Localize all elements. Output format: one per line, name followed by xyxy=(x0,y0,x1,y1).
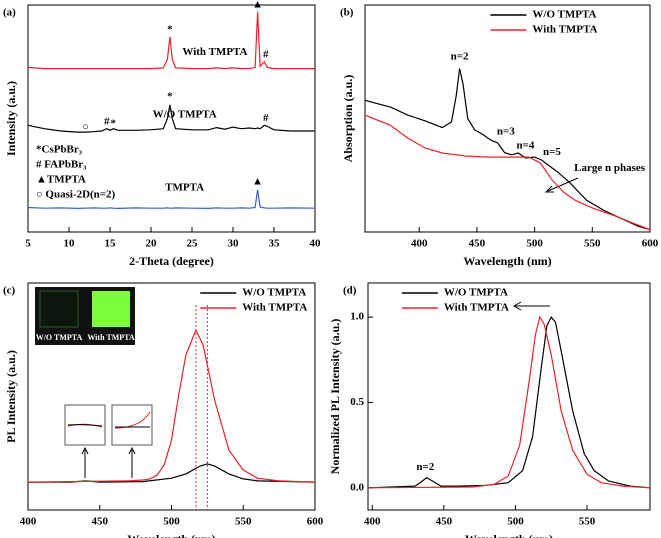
note: # FAPbBr₃ xyxy=(36,159,87,171)
annotation: With TMPTA xyxy=(182,46,247,58)
legend-label: W/O TMPTA xyxy=(444,287,508,299)
x-tick-label: 30 xyxy=(228,238,240,250)
series-line xyxy=(27,11,315,70)
x-tick-label: 600 xyxy=(307,516,324,528)
series-line xyxy=(367,315,651,489)
panel-label: (d) xyxy=(343,285,357,297)
x-tick-label: 550 xyxy=(584,238,601,250)
panel-label: (c) xyxy=(3,285,16,297)
inset-label: W/O TMPTA xyxy=(36,333,83,342)
x-tick-label: 10 xyxy=(64,238,76,250)
arrow xyxy=(512,301,550,311)
annotation: W/O TMPTA xyxy=(153,109,217,121)
x-tick-label: 600 xyxy=(642,238,659,250)
x-tick-label: 400 xyxy=(20,516,37,528)
annotation: n=4 xyxy=(516,139,534,151)
panel-label: (b) xyxy=(340,7,354,19)
series-line xyxy=(27,104,315,133)
x-tick-label: 500 xyxy=(163,516,180,528)
y-axis-label: Intensity (a.u.) xyxy=(4,81,18,156)
x-tick-label: 25 xyxy=(187,238,199,250)
zoom-insets xyxy=(64,404,153,478)
y-axis-label: Normalized PL Intensity (a.u.) xyxy=(328,319,342,475)
annotation: # xyxy=(263,48,269,60)
x-axis-label: Wavelength (nm) xyxy=(463,254,551,268)
plot-frame xyxy=(364,4,651,233)
annotation: * xyxy=(167,90,173,102)
series-line xyxy=(28,463,316,483)
annotation: ▲ xyxy=(252,176,263,188)
x-tick-label: 550 xyxy=(579,516,596,528)
annotation: n=2 xyxy=(451,51,469,63)
zoom-box xyxy=(64,404,106,446)
annotation: # xyxy=(104,115,110,127)
inset-label: With TMPTA xyxy=(87,333,135,342)
x-axis-label: Wavelength (nm) xyxy=(127,532,215,538)
legend-label: With TMPTA xyxy=(242,302,307,314)
y-tick-label: 0.0 xyxy=(350,481,364,493)
plot-frame xyxy=(27,4,316,233)
annotation: n=2 xyxy=(416,461,434,473)
x-tick-label: 20 xyxy=(146,238,158,250)
y-tick-label: 0.5 xyxy=(350,396,364,408)
zoom-box xyxy=(111,404,153,446)
legend-label: With TMPTA xyxy=(444,302,509,314)
x-tick-label: 5 xyxy=(25,238,31,250)
annotation: Large n phases xyxy=(574,162,646,174)
note: *CsPbBr₃ xyxy=(36,144,83,156)
series-line xyxy=(364,68,651,231)
x-axis-label: 2-Theta (degree) xyxy=(129,254,214,268)
legend-label: With TMPTA xyxy=(532,24,597,36)
zoom-arrow xyxy=(81,446,136,478)
x-tick-label: 15 xyxy=(105,238,117,250)
series-line xyxy=(27,189,316,210)
annotation: ○ xyxy=(82,121,89,133)
annotation: # xyxy=(263,112,269,124)
x-tick-label: 450 xyxy=(92,516,109,528)
x-tick-label: 500 xyxy=(507,516,524,528)
x-tick-label: 400 xyxy=(364,516,381,528)
series-line xyxy=(367,316,651,489)
x-tick-label: 400 xyxy=(411,238,428,250)
x-tick-label: 500 xyxy=(526,238,543,250)
inset-photo xyxy=(35,287,135,345)
panel-label: (a) xyxy=(3,7,16,19)
note: ○ Quasi-2D(n=2) xyxy=(36,189,116,201)
annotation: * xyxy=(111,118,117,130)
annotation: n=3 xyxy=(497,126,515,138)
dark-film xyxy=(39,290,79,328)
series-line xyxy=(27,328,316,483)
x-tick-label: 450 xyxy=(436,516,453,528)
y-tick-label: 1.0 xyxy=(350,311,364,323)
arrow xyxy=(544,177,579,193)
plot-frame xyxy=(367,282,651,511)
legend-label: W/O TMPTA xyxy=(242,287,306,299)
x-tick-label: 550 xyxy=(235,516,252,528)
legend-label: W/O TMPTA xyxy=(532,9,596,21)
annotation: ▲ xyxy=(252,0,263,11)
x-axis-label: Wavelength (nm) xyxy=(465,532,553,538)
note: ▲TMPTA xyxy=(36,174,86,186)
annotation: * xyxy=(167,24,173,36)
annotation: TMPTA xyxy=(165,181,204,193)
x-tick-label: 40 xyxy=(310,238,322,250)
y-axis-label: PL Intensity (a.u.) xyxy=(4,350,18,443)
green-film xyxy=(92,291,130,327)
annotation: n=5 xyxy=(543,146,561,158)
zoom-curve xyxy=(114,411,151,429)
y-axis-label: Absorption (a.u.) xyxy=(341,75,355,163)
x-tick-label: 450 xyxy=(469,238,486,250)
series-line xyxy=(364,114,651,231)
x-tick-label: 35 xyxy=(269,238,281,250)
zoom-curve xyxy=(67,424,103,427)
